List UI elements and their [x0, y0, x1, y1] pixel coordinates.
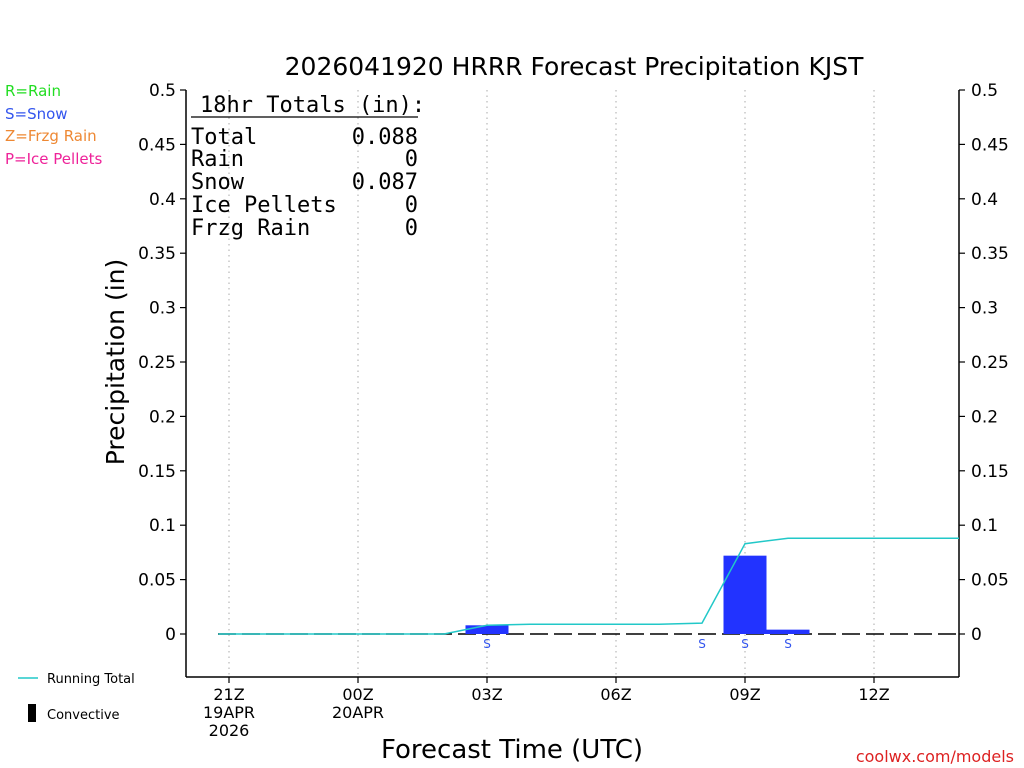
x-tick-label-3-0: 06Z	[600, 685, 631, 704]
precip-marker-0: S	[483, 637, 491, 651]
grid-lines	[228, 90, 875, 677]
y-tick-label-right-7: 0.35	[971, 244, 1009, 264]
y-tick-label-right-10: 0.5	[971, 81, 998, 101]
convective-key-label: Convective	[47, 708, 120, 723]
y-tick-label-left-2: 0.1	[149, 516, 176, 536]
x-tick-label-0-0: 21Z	[213, 685, 244, 704]
snow-bar-1	[723, 555, 767, 634]
legend-snow: S=Snow	[5, 105, 68, 123]
totals-value-rain: 0	[405, 147, 418, 172]
totals-label-rain: Rain	[191, 147, 244, 172]
totals-label-ice-pellets: Ice Pellets	[191, 193, 337, 218]
precip-type-legend: R=Rain S=Snow Z=Frzg Rain P=Ice Pellets	[5, 82, 102, 168]
totals-label-total: Total	[191, 125, 257, 150]
x-tick-label-4-0: 09Z	[729, 685, 760, 704]
x-tick-label-2-0: 03Z	[471, 685, 502, 704]
y-tick-label-left-6: 0.3	[149, 299, 176, 319]
credit-text: coolwx.com/models	[856, 747, 1014, 766]
precip-marker-1: S	[698, 637, 706, 651]
y-tick-label-right-1: 0.05	[971, 571, 1009, 591]
y-tick-label-right-5: 0.25	[971, 353, 1009, 373]
y-axis-label: Precipitation (in)	[101, 259, 130, 466]
precip-marker-2: S	[741, 637, 749, 651]
totals-value-ice-pellets: 0	[405, 193, 418, 218]
x-tick-label-1-1: 20APR	[332, 703, 384, 722]
totals-value-snow: 0.087	[352, 170, 418, 195]
y-tick-label-right-3: 0.15	[971, 462, 1009, 482]
legend-ice-pellets: P=Ice Pellets	[5, 150, 102, 168]
y-tick-label-right-0: 0	[971, 625, 982, 645]
x-tick-label-5-0: 12Z	[858, 685, 889, 704]
y-tick-label-left-10: 0.5	[149, 81, 176, 101]
y-tick-label-left-1: 0.05	[138, 571, 176, 591]
convective-key-swatch	[28, 704, 36, 722]
totals-label-snow: Snow	[191, 170, 245, 195]
totals-box: 18hr Totals (in): Total 0.088 Rain 0 Sno…	[191, 93, 425, 241]
totals-heading: 18hr Totals (in):	[200, 93, 425, 118]
legend-rain: R=Rain	[5, 82, 61, 100]
y-tick-label-left-4: 0.2	[149, 407, 176, 427]
x-tick-label-1-0: 00Z	[342, 685, 373, 704]
totals-label-frzg-rain: Frzg Rain	[191, 216, 310, 241]
totals-value-frzg-rain: 0	[405, 216, 418, 241]
legend-freezing-rain: Z=Frzg Rain	[5, 127, 97, 145]
y-tick-label-left-0: 0	[165, 625, 176, 645]
snow-bar-2	[766, 629, 810, 634]
running-total-line	[218, 537, 959, 635]
y-tick-label-left-8: 0.4	[149, 190, 176, 210]
chart-title: 2026041920 HRRR Forecast Precipitation K…	[285, 52, 864, 81]
y-tick-label-right-2: 0.1	[971, 516, 998, 536]
bottom-left-key: Running Total Convective	[18, 672, 135, 723]
y-tick-label-left-9: 0.45	[138, 135, 176, 155]
x-tick-label-0-2: 2026	[209, 721, 250, 740]
y-axis-ticks: 0 00.05 0.050.1 0.10.15 0.150.2 0.20.25 0.250.…	[138, 81, 1009, 645]
y-tick-label-left-5: 0.25	[138, 353, 176, 373]
y-tick-label-right-8: 0.4	[971, 190, 998, 210]
totals-value-total: 0.088	[352, 125, 418, 150]
running-total-series	[218, 537, 959, 635]
y-tick-label-right-6: 0.3	[971, 299, 998, 319]
precip-marker-3: S	[784, 637, 792, 651]
x-axis-label: Forecast Time (UTC)	[381, 735, 643, 765]
y-tick-label-left-7: 0.35	[138, 244, 176, 264]
running-total-key-label: Running Total	[47, 672, 135, 687]
y-tick-label-left-3: 0.15	[138, 462, 176, 482]
snow-bars	[465, 555, 810, 634]
x-tick-label-0-1: 19APR	[203, 703, 255, 722]
y-tick-label-right-4: 0.2	[971, 407, 998, 427]
snow-bar-0	[465, 625, 509, 634]
y-tick-label-right-9: 0.45	[971, 135, 1009, 155]
